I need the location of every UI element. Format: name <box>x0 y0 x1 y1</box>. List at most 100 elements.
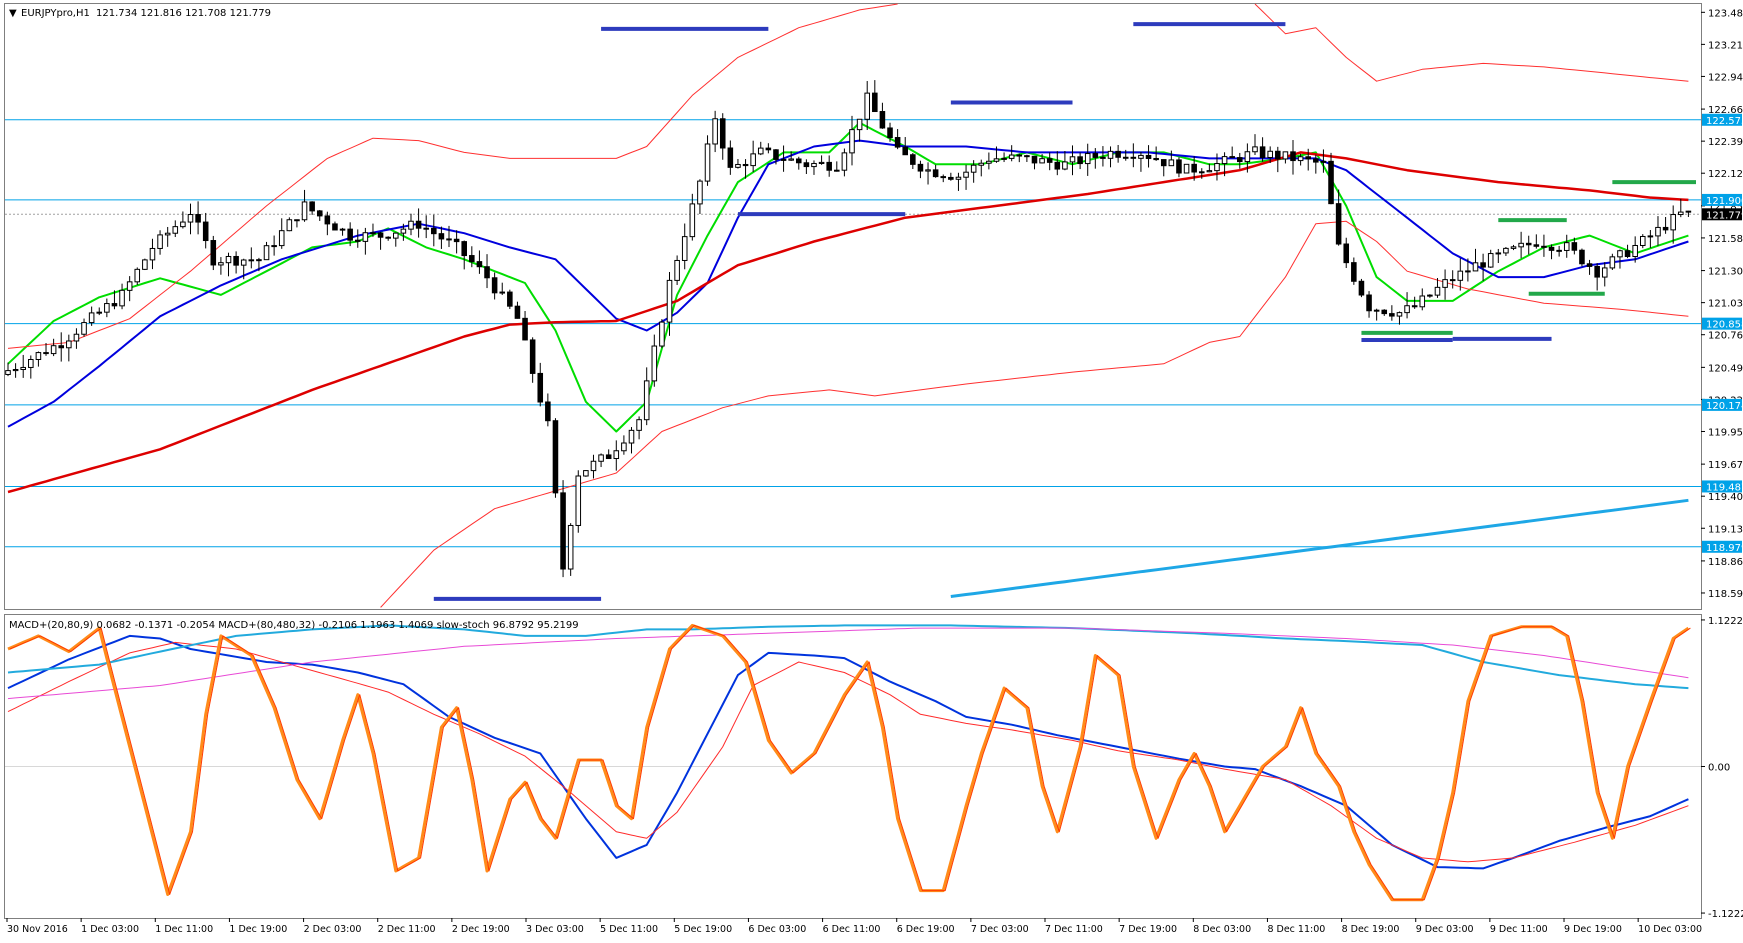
candle-body <box>879 111 886 129</box>
candle-body <box>697 180 703 205</box>
price-level-tag <box>1702 317 1742 330</box>
oscillator-header: MACD+(20,80,9) 0.0682 -0.1371 -0.2054 MA… <box>9 620 579 631</box>
x-tick-label: 1 Dec 03:00 <box>81 924 139 935</box>
candle-body <box>1320 160 1327 163</box>
x-tick-label: 1 Dec 19:00 <box>229 924 287 935</box>
candle-body <box>149 247 156 261</box>
x-tick-label: 8 Dec 11:00 <box>1267 924 1325 935</box>
candle-body <box>902 146 909 156</box>
y-tick-label: 122.665 <box>1708 105 1743 116</box>
price-level-tag <box>1702 540 1742 553</box>
candle-body <box>1510 246 1517 249</box>
candle-body <box>1214 163 1220 172</box>
candle-body <box>1662 226 1669 231</box>
candle-body <box>5 370 11 375</box>
candle-body <box>932 169 939 178</box>
candle-body <box>628 429 635 444</box>
candle-body <box>1678 211 1684 216</box>
candle-body <box>134 268 141 283</box>
candle-body <box>590 460 597 472</box>
candle-body <box>263 245 270 261</box>
candle-body <box>537 372 544 403</box>
candle-body <box>1465 270 1471 273</box>
candle-body <box>910 154 916 165</box>
candle-body <box>613 450 620 460</box>
candle-body <box>955 176 962 180</box>
candle-body <box>1396 312 1403 317</box>
x-tick-label: 6 Dec 11:00 <box>823 924 881 935</box>
price-level-label: 120.858 <box>1706 320 1743 331</box>
candle-body <box>1069 156 1076 163</box>
candle-body <box>1541 245 1547 248</box>
y-tick-label: 119.950 <box>1708 427 1743 438</box>
candle-body <box>316 210 323 217</box>
candle-body <box>1252 146 1258 153</box>
candle-body <box>347 228 353 241</box>
candle-body <box>575 475 582 526</box>
candle-body <box>248 259 255 262</box>
candle-body <box>58 345 65 349</box>
candle-body <box>780 158 787 161</box>
candle-body <box>1115 150 1121 158</box>
candle-body <box>1107 150 1114 159</box>
candle-body <box>598 454 604 462</box>
candle-body <box>271 245 277 248</box>
candle-body <box>393 232 399 239</box>
y-tick-label: 121.035 <box>1708 299 1743 310</box>
candle-body <box>187 214 194 223</box>
candle-body <box>12 369 19 372</box>
candle-body <box>545 401 551 422</box>
candle-body <box>1373 309 1380 312</box>
candle-body <box>1579 249 1585 265</box>
y-tick-label: 118.590 <box>1708 589 1743 600</box>
candle-body <box>834 169 840 172</box>
candle-body <box>567 524 574 570</box>
candle-body <box>1039 158 1045 164</box>
candle-body <box>681 236 688 261</box>
candle-body <box>940 176 947 179</box>
y-tick-label: 118.860 <box>1708 557 1743 568</box>
series-ema_mid <box>7 139 1689 428</box>
series-osc_magenta <box>7 627 1689 700</box>
candle-body <box>218 262 224 266</box>
x-tick-label: 2 Dec 19:00 <box>452 924 510 935</box>
candle-body <box>826 161 832 171</box>
symbol-marker-icon: ▼ <box>9 8 17 19</box>
candle-body <box>689 203 696 238</box>
price-panel[interactable] <box>4 3 1702 610</box>
x-tick-label: 30 Nov 2016 <box>7 924 68 935</box>
current-price-label: 121.779 <box>1706 210 1743 221</box>
candle-body <box>1594 265 1600 278</box>
candle-body <box>1427 294 1433 297</box>
candle-body <box>210 240 217 266</box>
x-tick-label: 8 Dec 03:00 <box>1193 924 1251 935</box>
candle-body <box>1297 156 1304 162</box>
candle-body <box>73 333 80 342</box>
candle-body <box>1259 146 1266 158</box>
candle-body <box>583 470 589 477</box>
candle-body <box>507 291 513 307</box>
candle-body <box>887 127 893 139</box>
x-tick-label: 10 Dec 03:00 <box>1638 924 1702 935</box>
candle-body <box>362 232 369 242</box>
candle-body <box>1571 242 1578 251</box>
series-ema_slow <box>7 151 1689 494</box>
candle-body <box>605 454 612 460</box>
candle-body <box>727 147 734 168</box>
candle-body <box>1503 247 1509 254</box>
price-level-tag <box>1702 480 1742 493</box>
y-tick-label: 122.125 <box>1708 169 1743 180</box>
candle-body <box>765 147 772 151</box>
y-tick-label: 121.850 <box>1708 202 1743 213</box>
candle-body <box>1525 242 1532 246</box>
candle-body <box>400 228 407 234</box>
y-tick-label: 121.305 <box>1708 267 1743 278</box>
candle-body <box>636 419 642 431</box>
candle-body <box>172 226 179 234</box>
candle-body <box>666 279 673 323</box>
candle-body <box>948 176 954 180</box>
price-level-label: 122.575 <box>1706 116 1743 127</box>
candle-body <box>96 311 103 314</box>
